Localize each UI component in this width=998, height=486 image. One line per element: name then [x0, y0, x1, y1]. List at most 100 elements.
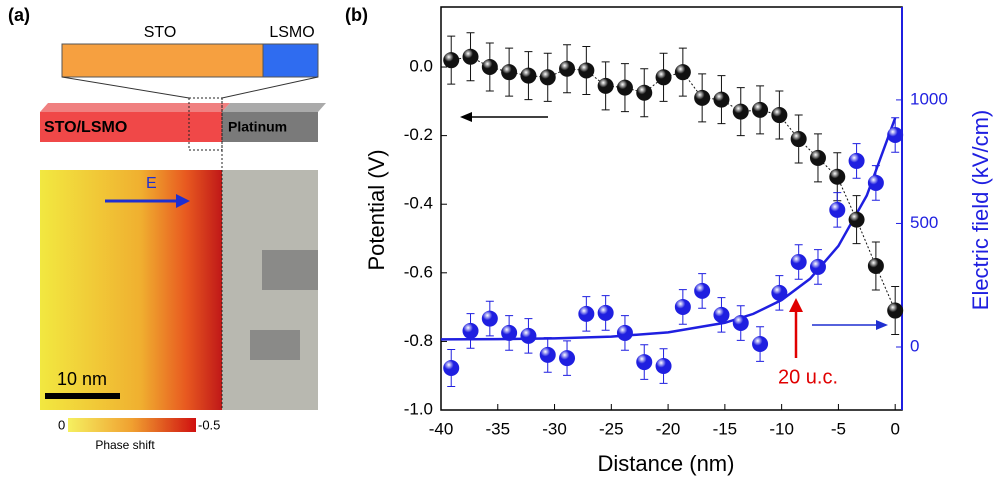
pt-dark — [262, 250, 318, 290]
label: LSMO — [269, 24, 314, 41]
pt-dark — [250, 330, 300, 360]
point — [636, 354, 653, 371]
point — [559, 60, 576, 77]
y2-axis-label: Electric field (kV/cm) — [968, 110, 993, 310]
point — [732, 315, 749, 332]
y2-tick-label: 500 — [910, 213, 938, 232]
pt-top — [222, 103, 326, 112]
x-tick-label: -5 — [831, 419, 846, 438]
arrow-head — [876, 320, 888, 330]
sto-bar — [61, 43, 264, 78]
slab-top — [40, 103, 230, 112]
point — [674, 64, 691, 81]
label: E — [146, 175, 157, 192]
point — [578, 62, 595, 79]
point — [848, 211, 865, 228]
point — [694, 89, 711, 106]
point — [597, 77, 614, 94]
point — [790, 131, 807, 148]
colorbar — [68, 418, 196, 432]
label: STO/LSMO — [44, 119, 127, 136]
y2-tick-label: 1000 — [910, 89, 948, 108]
point — [655, 69, 672, 86]
lsmo-bar — [262, 43, 319, 78]
slab — [40, 112, 222, 142]
arrow-head — [176, 194, 190, 208]
point — [481, 59, 498, 76]
point — [771, 107, 788, 124]
point — [578, 305, 595, 322]
label: 0 — [58, 417, 65, 432]
point — [752, 101, 769, 118]
pt-slab — [222, 112, 318, 142]
point — [732, 103, 749, 120]
point — [790, 253, 807, 270]
point — [713, 306, 730, 323]
x-tick-label: -25 — [599, 419, 624, 438]
x-axis-label: Distance (nm) — [598, 451, 735, 476]
point — [848, 152, 865, 169]
point — [501, 64, 518, 81]
panel-a: (a) STO LSMO STO/LSMO Platinum E 10 nm 0… — [8, 5, 326, 452]
point — [520, 327, 537, 344]
zoom-line — [61, 76, 190, 99]
x-tick-label: -15 — [713, 419, 738, 438]
point — [829, 168, 846, 185]
point — [809, 149, 826, 166]
point — [887, 302, 904, 319]
point — [829, 201, 846, 218]
point — [809, 258, 826, 275]
point — [462, 322, 479, 339]
panel-b: (b) Distance (nm) Potential (V) Electric… — [345, 5, 993, 476]
annotation: 20 u.c. — [778, 366, 838, 388]
x-tick-label: -30 — [542, 419, 567, 438]
point — [443, 359, 460, 376]
y-tick-label: -0.2 — [404, 125, 433, 144]
point — [559, 350, 576, 367]
scale-bar — [45, 393, 120, 399]
point — [752, 336, 769, 353]
point — [616, 79, 633, 96]
point — [539, 346, 556, 363]
x-tick-label: -20 — [656, 419, 681, 438]
point — [655, 358, 672, 375]
label: -0.5 — [198, 417, 220, 432]
x-tick-label: -35 — [485, 419, 510, 438]
point — [771, 284, 788, 301]
point — [520, 67, 537, 84]
connect-line — [451, 56, 896, 311]
y-tick-label: -0.4 — [404, 194, 433, 213]
point — [887, 126, 904, 143]
point — [867, 174, 884, 191]
point — [694, 282, 711, 299]
y-axis-label: Potential (V) — [364, 149, 389, 270]
point — [501, 324, 518, 341]
label: 10 nm — [57, 369, 107, 389]
point — [462, 48, 479, 65]
arrow-head — [789, 298, 803, 312]
x-tick-label: -40 — [429, 419, 454, 438]
x-tick-label: 0 — [890, 419, 899, 438]
label: STO — [144, 24, 177, 41]
y-tick-label: 0.0 — [409, 57, 433, 76]
y2-tick-label: 0 — [910, 336, 919, 355]
point — [539, 69, 556, 86]
arrow-head — [460, 112, 472, 122]
point — [616, 324, 633, 341]
point — [713, 91, 730, 108]
y-tick-label: -0.8 — [404, 331, 433, 350]
panel-label: (b) — [345, 5, 368, 25]
zoom-box — [188, 97, 223, 151]
label: Platinum — [228, 119, 287, 135]
point — [636, 84, 653, 101]
point — [443, 52, 460, 69]
y-tick-label: -0.6 — [404, 262, 433, 281]
panel-label: (a) — [8, 5, 30, 25]
y-tick-label: -1.0 — [404, 399, 433, 418]
fit-line — [440, 117, 897, 341]
label: Phase shift — [95, 438, 155, 452]
x-tick-label: -10 — [769, 419, 794, 438]
point — [481, 310, 498, 327]
zoom-line — [221, 76, 319, 99]
